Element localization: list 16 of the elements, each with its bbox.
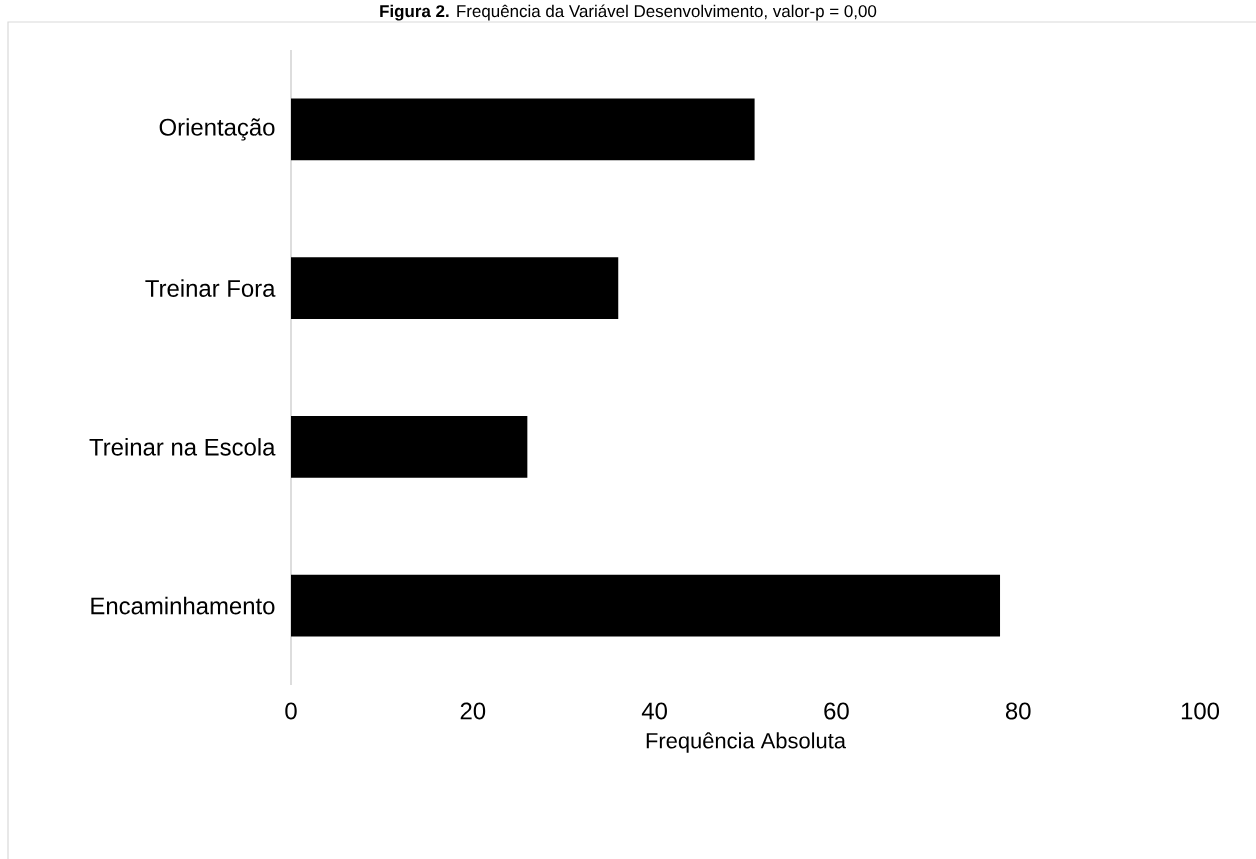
bar — [291, 574, 1001, 637]
y-tick-label: Treinar na Escola — [89, 438, 276, 456]
y-tick-label: Orientação — [159, 118, 275, 141]
bar — [291, 415, 528, 478]
x-tick-label: 0 — [285, 702, 297, 720]
y-tick-label: Encaminhamento — [91, 596, 275, 615]
bar — [291, 257, 619, 320]
bar — [291, 98, 755, 161]
x-tick-label: 60 — [824, 702, 849, 720]
x-tick-label: 20 — [460, 702, 486, 720]
x-tick-label: 40 — [641, 702, 667, 720]
y-tick-label: Treinar Fora — [145, 279, 276, 297]
chart-title: Figura 2. Frequência da Variável Desenvolvimento, valor-p = 0,00 — [380, 4, 877, 21]
x-tick-label: 100 — [1181, 702, 1220, 720]
x-tick-label: 80 — [1005, 702, 1031, 720]
x-axis-title: Frequência Absoluta — [646, 732, 846, 753]
